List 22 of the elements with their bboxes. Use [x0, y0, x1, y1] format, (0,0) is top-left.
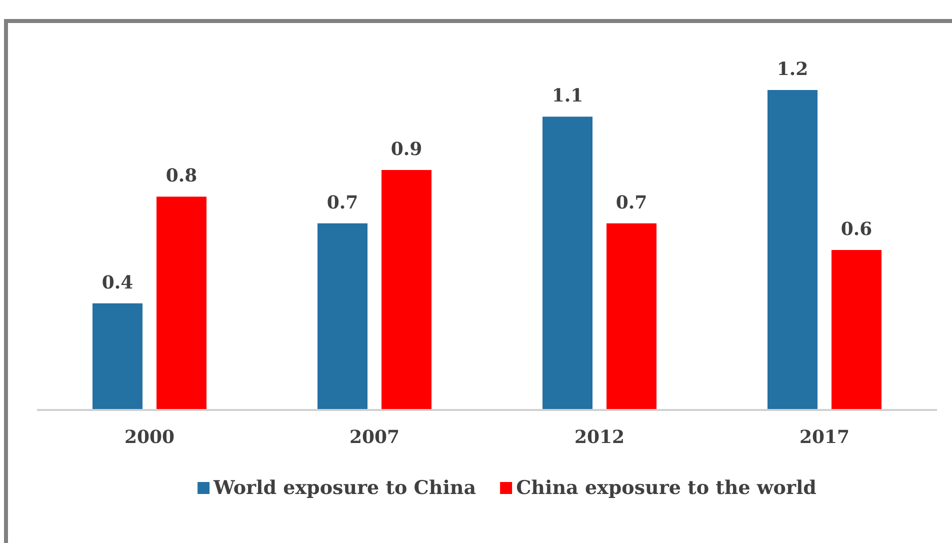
bar [382, 170, 432, 410]
bar [156, 196, 206, 410]
data-label: 0.4 [102, 272, 134, 294]
x-tick-label: 2017 [799, 426, 850, 448]
bar [318, 223, 368, 410]
data-label: 0.7 [326, 192, 358, 214]
x-tick-label: 2007 [349, 426, 400, 448]
data-label: 1.1 [552, 86, 584, 107]
data-label: 0.9 [390, 139, 422, 160]
data-label: 0.8 [166, 166, 198, 187]
data-label: 0.6 [840, 219, 872, 240]
legend-label: China exposure to the world [516, 477, 816, 499]
bar [542, 116, 592, 410]
x-tick-label: 2000 [124, 426, 175, 448]
x-tick-label: 2012 [574, 426, 625, 448]
bar [606, 223, 656, 410]
data-label: 1.2 [776, 59, 808, 80]
legend-label: World exposure to China [212, 477, 476, 499]
bar [832, 250, 882, 410]
bar [92, 303, 142, 410]
bar [768, 90, 818, 410]
data-label: 0.7 [616, 192, 648, 214]
